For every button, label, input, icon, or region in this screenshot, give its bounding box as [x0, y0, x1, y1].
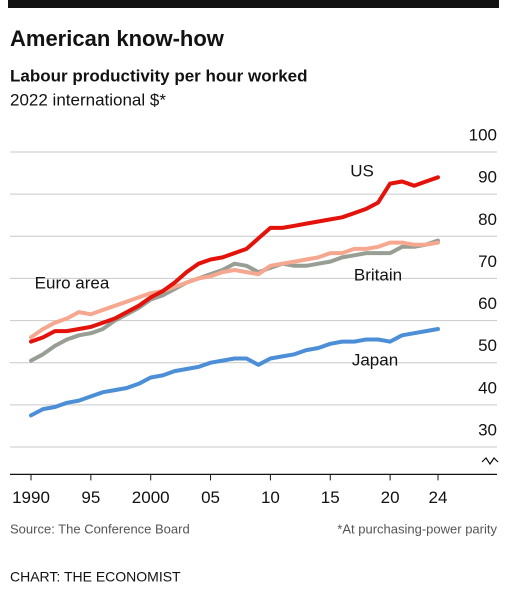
y-tick-label: 90	[478, 168, 497, 187]
series-line	[29, 327, 440, 418]
x-tick-label: 20	[381, 488, 400, 507]
chart-subtitle: Labour productivity per hour worked	[10, 66, 308, 85]
y-tick-label: 40	[478, 378, 497, 397]
footnote: *At purchasing-power parity	[337, 521, 497, 536]
x-tick-label: 1990	[12, 488, 50, 507]
x-tick-label: 95	[81, 488, 100, 507]
x-tick-label: 15	[321, 488, 340, 507]
y-tick-label: 30	[478, 420, 497, 439]
y-tick-label: 50	[478, 336, 497, 355]
series-label: US	[350, 161, 374, 180]
series-line	[29, 238, 440, 363]
axis-break	[481, 457, 499, 466]
unit-note: 2022 international $*	[10, 90, 166, 109]
series-label: Japan	[352, 350, 398, 369]
y-tick-label: 100	[469, 125, 497, 144]
y-tick-label: 70	[478, 252, 497, 271]
x-tick-label: 05	[201, 488, 220, 507]
y-tick-label: 80	[478, 210, 497, 229]
series-label: Euro area	[35, 273, 110, 292]
chart-title: American know-how	[10, 26, 225, 51]
series-line	[29, 240, 440, 340]
credit: CHART: THE ECONOMIST	[10, 569, 181, 585]
x-tick-label: 24	[429, 488, 448, 507]
x-tick-label: 10	[261, 488, 280, 507]
series-label: Britain	[354, 265, 402, 284]
series-line	[29, 175, 440, 344]
top-bar	[8, 0, 499, 8]
source: Source: The Conference Board	[10, 521, 190, 536]
x-tick-label: 2000	[132, 488, 170, 507]
y-tick-label: 60	[478, 294, 497, 313]
